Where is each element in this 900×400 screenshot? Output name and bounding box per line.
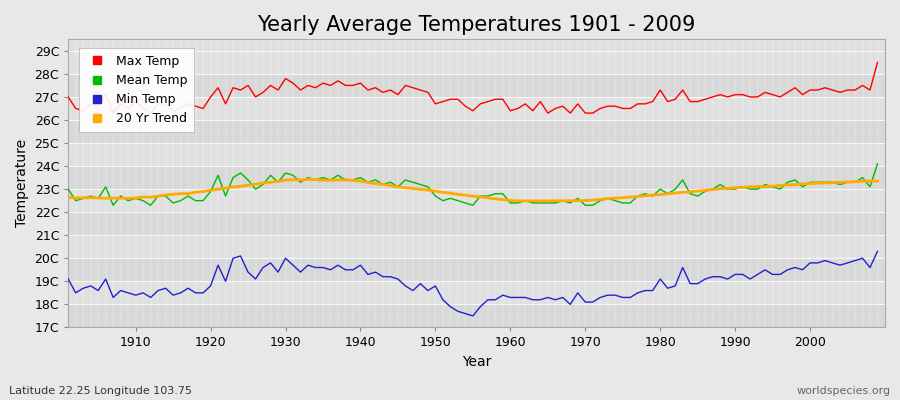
Bar <box>68 120 885 143</box>
Bar <box>68 281 885 304</box>
Y-axis label: Temperature: Temperature <box>15 139 29 228</box>
Bar <box>68 304 885 328</box>
X-axis label: Year: Year <box>462 355 491 369</box>
Bar <box>68 235 885 258</box>
Bar <box>68 51 885 74</box>
Title: Yearly Average Temperatures 1901 - 2009: Yearly Average Temperatures 1901 - 2009 <box>257 15 696 35</box>
Bar <box>68 166 885 189</box>
Bar <box>68 143 885 166</box>
Bar <box>68 189 885 212</box>
Text: Latitude 22.25 Longitude 103.75: Latitude 22.25 Longitude 103.75 <box>9 386 192 396</box>
Text: worldspecies.org: worldspecies.org <box>796 386 891 396</box>
Bar <box>68 258 885 281</box>
Legend: Max Temp, Mean Temp, Min Temp, 20 Yr Trend: Max Temp, Mean Temp, Min Temp, 20 Yr Tre… <box>78 48 194 132</box>
Bar <box>68 212 885 235</box>
Bar <box>68 74 885 97</box>
Bar <box>68 97 885 120</box>
